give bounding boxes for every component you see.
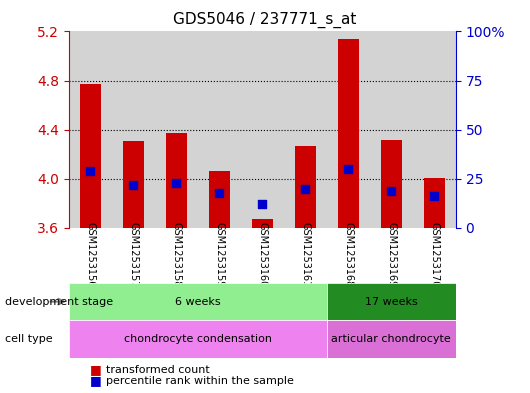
Bar: [423, 178, 445, 228]
Text: GSM1253169: GSM1253169: [386, 222, 396, 287]
Text: transformed count: transformed count: [106, 365, 210, 375]
Bar: [122, 141, 144, 228]
Point: [344, 166, 352, 172]
Bar: [284, 31, 327, 228]
Text: chondrocyte condensation: chondrocyte condensation: [124, 334, 272, 344]
Text: ■: ■: [90, 364, 102, 376]
Point: [129, 182, 138, 188]
Text: GDS5046 / 237771_s_at: GDS5046 / 237771_s_at: [173, 12, 357, 28]
Point: [215, 189, 224, 196]
Point: [172, 180, 181, 186]
Text: GSM1253159: GSM1253159: [214, 222, 224, 287]
Point: [430, 193, 438, 200]
Bar: [370, 31, 413, 228]
Text: articular chondrocyte: articular chondrocyte: [331, 334, 451, 344]
Text: GSM1253168: GSM1253168: [343, 222, 354, 287]
Text: cell type: cell type: [5, 334, 53, 344]
Text: development stage: development stage: [5, 297, 113, 307]
Text: 17 weeks: 17 weeks: [365, 297, 418, 307]
Bar: [241, 31, 284, 228]
Text: GSM1253157: GSM1253157: [128, 222, 138, 287]
Text: 6 weeks: 6 weeks: [175, 297, 220, 307]
Text: GSM1253170: GSM1253170: [429, 222, 439, 287]
Text: GSM1253158: GSM1253158: [171, 222, 181, 287]
Bar: [295, 146, 316, 228]
Point: [387, 187, 395, 194]
Text: GSM1253161: GSM1253161: [301, 222, 311, 287]
Bar: [155, 31, 198, 228]
Text: percentile rank within the sample: percentile rank within the sample: [106, 376, 294, 386]
Point: [301, 185, 310, 192]
Text: ■: ■: [90, 375, 102, 387]
Bar: [165, 133, 187, 228]
Bar: [69, 31, 112, 228]
FancyBboxPatch shape: [327, 320, 456, 358]
FancyBboxPatch shape: [69, 283, 327, 320]
Bar: [198, 31, 241, 228]
Text: GSM1253160: GSM1253160: [258, 222, 267, 287]
Bar: [252, 219, 273, 228]
Bar: [338, 39, 359, 228]
FancyBboxPatch shape: [69, 320, 327, 358]
Text: GSM1253156: GSM1253156: [85, 222, 95, 287]
Point: [258, 201, 267, 208]
Bar: [327, 31, 370, 228]
Point: [86, 168, 95, 174]
Bar: [112, 31, 155, 228]
Bar: [413, 31, 456, 228]
Bar: [209, 171, 230, 228]
FancyBboxPatch shape: [327, 283, 456, 320]
Bar: [381, 140, 402, 228]
Bar: [80, 84, 101, 228]
